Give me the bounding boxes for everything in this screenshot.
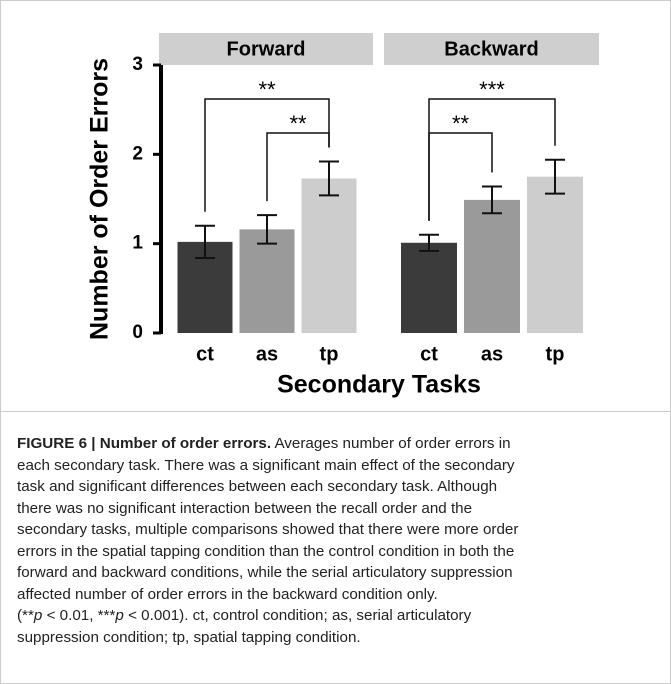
caption-separator	[1, 411, 670, 412]
caption-line: there was no significant interaction bet…	[17, 498, 663, 520]
bar	[464, 199, 520, 333]
caption-italic: p	[33, 607, 43, 624]
caption-line: each secondary task. There was a signifi…	[17, 455, 663, 477]
x-tick-label: ct	[196, 343, 214, 365]
caption-title: FIGURE 6 | Number of order errors.	[17, 435, 272, 452]
caption-italic: p	[115, 607, 124, 624]
chart: Number of Order Errors Secondary Tasks F…	[86, 33, 599, 399]
x-tick-label: tp	[320, 343, 339, 365]
panel-header	[159, 33, 373, 65]
y-tick-label: 3	[132, 54, 143, 75]
bar	[527, 176, 583, 333]
significance-bracket	[266, 132, 330, 202]
significance-label: **	[289, 111, 307, 136]
caption-line: (**p < 0.01, ***p < 0.001). ct, control …	[17, 605, 663, 627]
caption-line: forward and backward conditions, while t…	[17, 562, 663, 584]
significance-label: **	[452, 111, 470, 136]
bar	[301, 178, 357, 333]
caption-text: errors in the spatial tapping condition …	[17, 542, 515, 560]
x-tick-label: as	[256, 343, 278, 365]
caption-line: suppression condition; tp, spatial tappi…	[17, 627, 663, 649]
caption-text: (**	[17, 607, 34, 624]
x-tick-label: tp	[546, 343, 565, 365]
y-tick-label: 1	[132, 233, 143, 254]
caption-text: < 0.01, ***	[42, 607, 116, 624]
error-bar	[195, 224, 215, 259]
caption-text: Averages number of order errors in	[271, 435, 511, 452]
panel-header	[384, 33, 599, 65]
caption-line: FIGURE 6 | Number of order errors. Avera…	[17, 433, 663, 455]
y-axis-label: Number of Order Errors	[86, 58, 114, 340]
error-bar	[545, 158, 565, 195]
x-tick-label: ct	[420, 343, 438, 365]
caption-line: errors in the spatial tapping condition …	[17, 541, 663, 563]
significance-bracket	[428, 132, 493, 221]
bar	[239, 229, 295, 333]
error-bar	[482, 185, 502, 215]
caption-line: secondary tasks, multiple comparisons sh…	[17, 519, 663, 541]
caption-text: task and significant differences between…	[17, 478, 498, 495]
caption-text: < 0.001). ct, control condition; as, ser…	[123, 607, 472, 624]
caption-text: secondary tasks, multiple comparisons sh…	[17, 521, 519, 538]
caption-line: affected number of order errors in the b…	[17, 584, 663, 606]
y-tick-label: 2	[132, 143, 143, 164]
y-tick-label: 0	[132, 322, 143, 343]
panel-title: Backward	[444, 38, 539, 60]
x-axis-label: Secondary Tasks	[277, 371, 481, 399]
error-bar	[319, 160, 339, 197]
caption-text: each secondary task. There was a signifi…	[17, 456, 515, 474]
x-tick-label: as	[481, 343, 503, 365]
bar	[401, 242, 457, 333]
caption-text: forward and backward conditions, while t…	[17, 564, 513, 581]
error-bar	[419, 233, 439, 252]
significance-bracket	[204, 98, 330, 212]
caption: FIGURE 6 | Number of order errors. Avera…	[17, 433, 663, 648]
significance-label: ***	[479, 77, 505, 102]
caption-text: there was no significant interaction bet…	[17, 499, 473, 517]
caption-line: task and significant differences between…	[17, 476, 663, 498]
caption-text: suppression condition; tp, spatial tappi…	[17, 628, 361, 646]
significance-label: **	[258, 77, 276, 102]
caption-text: affected number of order errors in the b…	[17, 585, 438, 603]
error-bar	[257, 214, 277, 245]
panel-title: Forward	[227, 38, 306, 60]
